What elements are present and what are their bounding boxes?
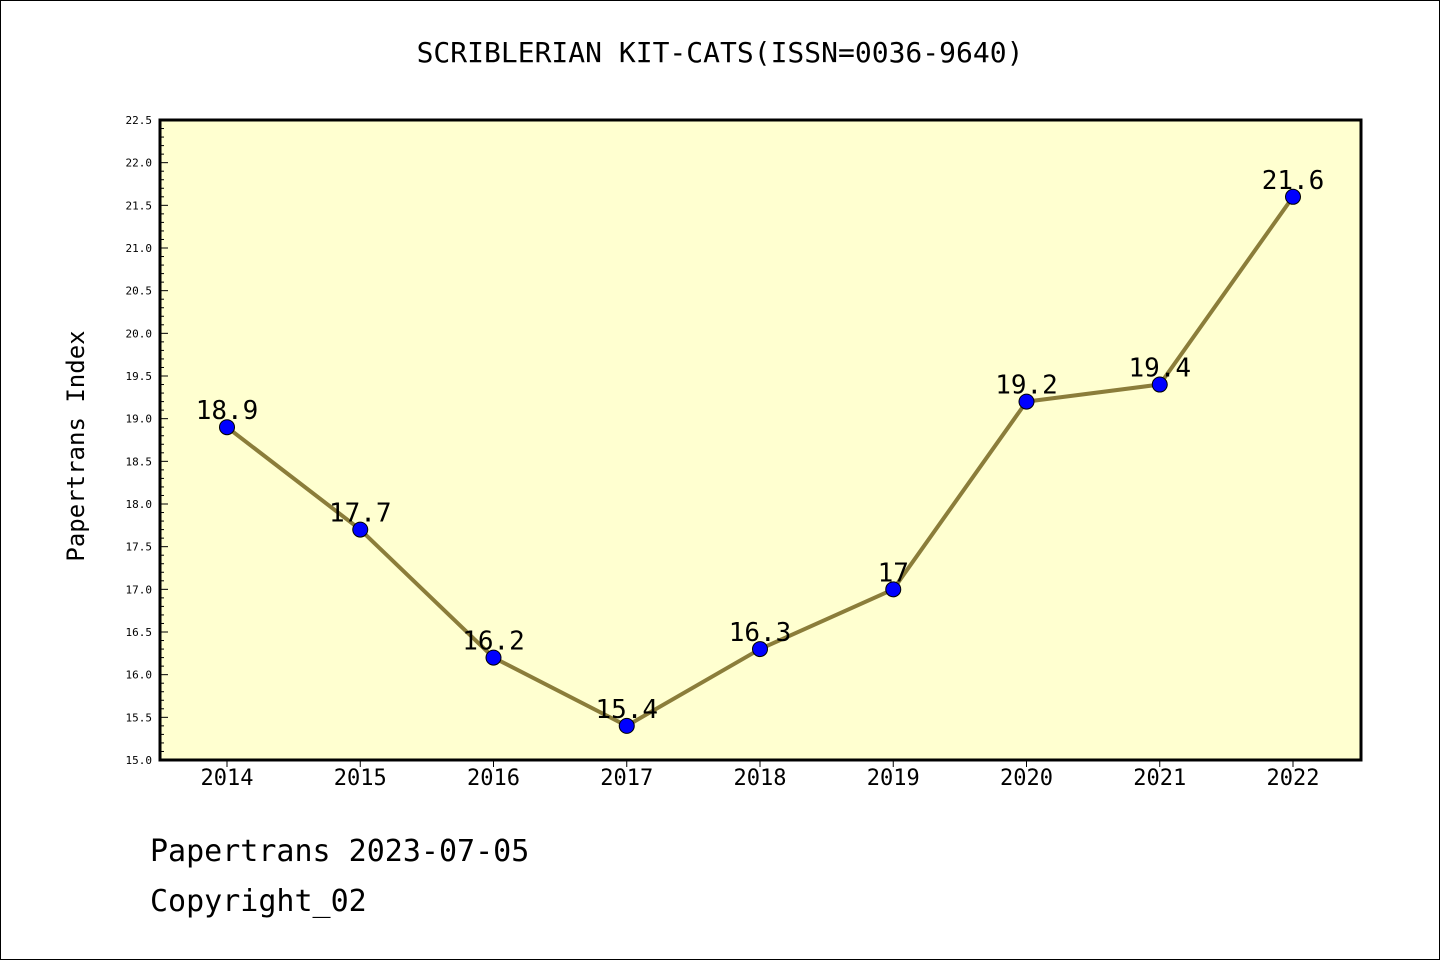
y-tick-label: 22.5 <box>126 114 153 127</box>
x-tick-label: 2017 <box>600 766 653 791</box>
y-tick-label: 18.5 <box>126 455 153 468</box>
x-tick-label: 2014 <box>201 766 254 791</box>
x-tick-label: 2018 <box>734 766 787 791</box>
data-points <box>219 188 1301 734</box>
footer-date: Papertrans 2023-07-05 <box>150 834 530 869</box>
data-label: 17.7 <box>329 499 392 529</box>
data-point <box>618 717 635 734</box>
data-labels: 18.9 17.7 16.2 15.4 16.3 17 19.2 19.4 21.6 <box>196 166 1325 725</box>
y-tick-label: 15.5 <box>126 711 153 724</box>
data-label: 17 <box>878 558 909 588</box>
y-tick-label: 16.5 <box>126 626 153 639</box>
y-tick-label: 18.0 <box>126 498 153 511</box>
y-tick-label: 22.0 <box>126 157 153 170</box>
y-tick-label: 17.5 <box>126 541 153 554</box>
y-tick-label: 20.5 <box>126 285 153 298</box>
chart-title: SCRIBLERIAN KIT-CATS(ISSN=0036-9640) <box>416 36 1024 69</box>
y-tick-label: 21.5 <box>126 199 153 212</box>
data-label: 15.4 <box>595 695 658 725</box>
data-point <box>1285 188 1301 205</box>
data-point <box>752 641 768 658</box>
x-tick-label: 2019 <box>867 766 920 791</box>
data-point <box>485 649 502 666</box>
data-point <box>1151 376 1168 393</box>
data-label: 19.4 <box>1128 354 1191 384</box>
y-tick-label: 19.5 <box>126 370 153 383</box>
footer-copyright: Copyright_02 <box>150 884 367 919</box>
x-axis: 2014 2015 2016 2017 2018 2019 2020 2021 2022 <box>201 760 1320 791</box>
y-tick-label: 19.0 <box>126 413 153 426</box>
y-tick-label: 20.0 <box>126 327 153 340</box>
data-point <box>352 521 369 538</box>
data-point <box>219 419 235 436</box>
data-label: 16.2 <box>462 627 525 657</box>
y-axis: 15.0 15.5 16.0 16.5 17.0 17.5 18.0 18.5 19.0 19.5… <box>126 114 168 767</box>
x-tick-label: 2020 <box>1000 766 1053 791</box>
y-tick-label: 21.0 <box>126 242 153 255</box>
x-tick-label: 2021 <box>1133 766 1186 791</box>
plot-border <box>158 118 1363 762</box>
data-label: 18.9 <box>196 396 259 426</box>
y-tick-label: 17.0 <box>126 583 153 596</box>
x-tick-label: 2016 <box>467 766 520 791</box>
plot-area <box>160 120 1361 760</box>
data-point <box>1018 393 1035 410</box>
data-label: 21.6 <box>1262 166 1325 196</box>
data-label: 16.3 <box>729 618 792 648</box>
y-tick-label: 15.0 <box>126 754 153 767</box>
y-tick-label: 16.0 <box>126 669 153 682</box>
data-label: 19.2 <box>995 371 1058 401</box>
x-tick-label: 2022 <box>1267 766 1320 791</box>
data-point <box>885 581 902 598</box>
x-tick-label: 2015 <box>334 766 387 791</box>
